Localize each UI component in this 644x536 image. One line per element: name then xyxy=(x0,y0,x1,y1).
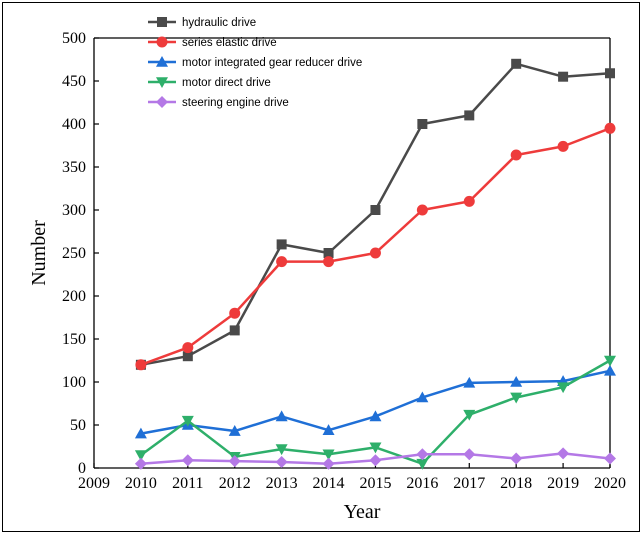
data-point xyxy=(605,68,615,79)
data-point xyxy=(604,355,616,367)
y-tick-label: 0 xyxy=(78,460,86,477)
x-tick-label: 2011 xyxy=(172,475,203,492)
legend-marker xyxy=(156,77,168,88)
data-point xyxy=(558,71,569,82)
data-point xyxy=(557,382,570,394)
legend-label: steering engine drive xyxy=(182,97,289,109)
data-point xyxy=(323,248,334,258)
legend-label: hydraulic drive xyxy=(182,17,256,29)
y-tick-label: 100 xyxy=(62,374,86,391)
data-point xyxy=(322,424,335,435)
series-line-2 xyxy=(140,127,611,366)
data-point xyxy=(463,409,476,421)
y-tick-label: 450 xyxy=(62,73,86,90)
y-tick-label: 350 xyxy=(62,159,86,176)
data-point xyxy=(369,410,382,422)
legend-label: motor integrated gear reducer drive xyxy=(182,57,362,69)
x-tick-label: 2012 xyxy=(219,475,251,492)
data-point xyxy=(370,205,381,215)
data-point xyxy=(229,325,240,336)
data-point xyxy=(417,119,428,129)
x-tick-label: 2019 xyxy=(547,475,579,492)
data-point xyxy=(276,239,287,250)
data-point xyxy=(276,256,288,268)
data-point xyxy=(464,110,475,121)
data-point xyxy=(134,427,147,439)
data-point xyxy=(416,391,429,403)
data-point xyxy=(463,448,476,461)
data-point xyxy=(182,351,193,362)
x-tick-label: 2013 xyxy=(266,475,298,492)
y-tick-label: 250 xyxy=(62,245,86,262)
chart-frame xyxy=(2,2,640,532)
data-point xyxy=(322,457,335,470)
data-point xyxy=(228,425,241,436)
legend-marker xyxy=(156,36,168,48)
y-tick-label: 400 xyxy=(62,116,86,133)
x-axis-title: Year xyxy=(344,501,381,523)
legend-label: series elastic drive xyxy=(182,37,277,49)
data-point xyxy=(510,149,522,161)
data-point xyxy=(228,455,241,468)
x-tick-label: 2015 xyxy=(359,475,391,492)
data-point xyxy=(134,450,147,462)
y-tick-label: 500 xyxy=(62,30,86,47)
data-point xyxy=(463,195,475,207)
x-tick-label: 2009 xyxy=(78,475,110,492)
x-tick-label: 2020 xyxy=(594,475,626,492)
data-point xyxy=(275,410,288,422)
data-point xyxy=(416,458,429,470)
data-point xyxy=(369,454,382,467)
legend-marker xyxy=(156,56,168,67)
x-tick-label: 2017 xyxy=(453,475,485,492)
data-point xyxy=(369,442,382,454)
data-point xyxy=(604,452,616,465)
legend-label: motor direct drive xyxy=(182,77,271,89)
data-point xyxy=(463,376,476,388)
data-point xyxy=(557,140,569,152)
data-point xyxy=(369,247,381,259)
x-tick-label: 2018 xyxy=(500,475,532,492)
y-axis-title: Number xyxy=(28,220,50,286)
data-point xyxy=(135,359,147,371)
data-point xyxy=(275,455,288,468)
legend-marker xyxy=(157,17,167,27)
data-point xyxy=(323,256,335,268)
x-tick-label: 2014 xyxy=(313,475,345,492)
y-tick-label: 50 xyxy=(70,417,86,434)
legend-marker xyxy=(156,96,168,108)
x-tick-label: 2010 xyxy=(125,475,157,492)
y-tick-label: 150 xyxy=(62,331,86,348)
data-point xyxy=(322,449,335,461)
data-point xyxy=(604,364,616,376)
data-point xyxy=(275,444,288,456)
data-point xyxy=(134,457,147,470)
data-point xyxy=(511,58,522,69)
data-point xyxy=(416,448,429,461)
data-point xyxy=(181,454,194,467)
x-tick-label: 2016 xyxy=(406,475,438,492)
data-point xyxy=(181,415,194,427)
data-point xyxy=(604,122,616,134)
data-point xyxy=(510,392,523,404)
data-point xyxy=(416,204,428,216)
y-tick-label: 200 xyxy=(62,288,86,305)
data-point xyxy=(229,307,241,319)
data-point xyxy=(182,342,194,354)
y-tick-label: 300 xyxy=(62,202,86,219)
data-point xyxy=(510,376,523,387)
data-point xyxy=(557,447,570,460)
series-line-3 xyxy=(140,369,611,435)
data-point xyxy=(510,452,523,465)
